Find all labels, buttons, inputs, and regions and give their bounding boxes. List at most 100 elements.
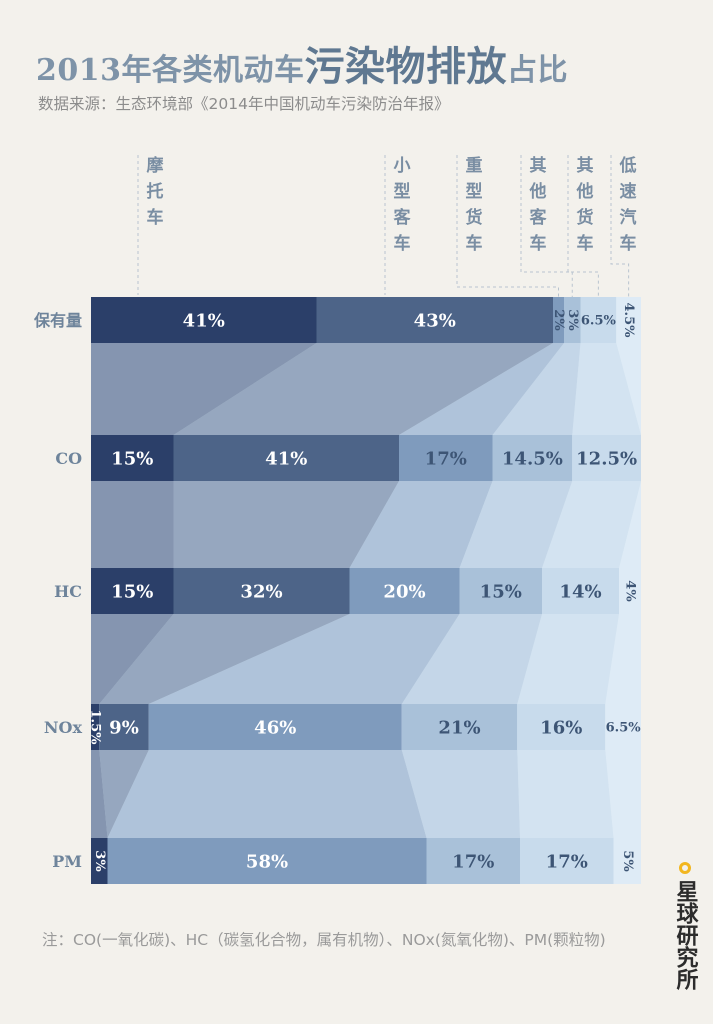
data-label: 4.5%	[621, 303, 636, 339]
bar-segment	[553, 297, 564, 343]
flow-band	[399, 343, 564, 435]
bar-segment	[401, 704, 518, 750]
category-label: 保有量	[33, 311, 82, 330]
leader-lines	[137, 155, 630, 297]
data-label: 58%	[246, 851, 288, 872]
flow-band	[492, 343, 581, 435]
leader-line	[456, 155, 559, 297]
bar-segment	[520, 838, 614, 884]
leader-line	[520, 155, 573, 297]
bar-segment	[173, 435, 399, 481]
brand-dot-icon	[679, 862, 691, 874]
bar-segment	[613, 838, 641, 884]
flow-band	[91, 750, 108, 838]
flow-band	[605, 750, 641, 838]
category-label: HC	[54, 582, 82, 601]
series-label: 小型客车	[393, 156, 412, 254]
data-label: 3%	[565, 309, 580, 331]
category-label: PM	[52, 852, 82, 871]
bar-segment	[426, 838, 520, 884]
category-label: NOx	[44, 718, 83, 737]
bar-segment	[91, 297, 317, 343]
bar-segment	[99, 704, 149, 750]
flow-band	[148, 614, 460, 704]
bar-segment	[316, 297, 553, 343]
bar-segment	[542, 568, 619, 614]
bar-segment	[572, 435, 641, 481]
series-label: 其他客车	[529, 155, 548, 254]
data-label: 41%	[183, 310, 225, 331]
flow-band	[91, 343, 317, 435]
flow-band	[616, 343, 641, 435]
leader-line	[610, 155, 630, 297]
flow-band	[459, 481, 573, 568]
data-label: 46%	[254, 717, 296, 738]
flow-band	[99, 750, 149, 838]
flow-band	[401, 614, 542, 704]
data-label: 9%	[109, 717, 139, 738]
data-label: 17%	[452, 851, 494, 872]
flow-band	[173, 481, 399, 568]
series-labels: 摩托车 小型客车 重型货车 其他客车 其他货车 低速汽车	[147, 155, 637, 254]
chart-title: 2013年各类机动车污染物排放占比	[36, 43, 568, 90]
bar-segment	[605, 704, 641, 750]
data-label: 2%	[551, 309, 566, 331]
bar-segment	[619, 568, 641, 614]
footnote: 注：CO(一氧化碳)、HC（碳氢化合物，属有机物）、NOx(氮氧化物)、PM(颗…	[42, 931, 606, 949]
flow-band	[349, 481, 493, 568]
flow-band	[91, 481, 174, 568]
data-label: 15%	[111, 581, 153, 602]
series-label: 低速汽车	[619, 155, 637, 254]
data-label: 41%	[265, 448, 307, 469]
series-label: 摩托车	[147, 155, 164, 228]
flow-band	[91, 614, 174, 704]
bar-segment	[107, 838, 427, 884]
data-label: 4%	[623, 580, 638, 602]
data-label: 6.5%	[606, 721, 642, 736]
data-label: 21%	[438, 717, 480, 738]
bar-segment	[459, 568, 542, 614]
series-label: 其他货车	[576, 155, 594, 254]
flow-band	[572, 343, 641, 435]
bar-segment	[616, 297, 641, 343]
data-label: 15%	[480, 581, 522, 602]
series-label: 重型货车	[466, 155, 483, 254]
bar-segment	[492, 435, 573, 481]
data-label: 32%	[240, 581, 282, 602]
bar-segment	[91, 704, 100, 750]
flow-band	[107, 750, 427, 838]
bars	[91, 297, 641, 884]
data-source: 数据来源：生态环境部《2014年中国机动车污染防治年报》	[38, 95, 450, 113]
bar-segment	[91, 435, 174, 481]
bar-segment	[91, 568, 174, 614]
data-label: 6.5%	[581, 314, 617, 329]
data-label: 3%	[92, 850, 107, 872]
category-label: CO	[55, 449, 82, 468]
bar-segment	[349, 568, 460, 614]
leader-line	[567, 155, 599, 297]
bar-segment	[91, 838, 108, 884]
category-labels: 保有量 CO HC NOx PM	[33, 311, 82, 871]
data-labels: 41% 43% 2%3% 6.5% 4.5%15% 41% 17% 14.5% 12.5%15%…	[88, 303, 642, 873]
data-label: 16%	[540, 717, 582, 738]
data-label: 15%	[111, 448, 153, 469]
flow-band	[605, 614, 641, 704]
flow-band	[99, 614, 350, 704]
data-label: 1.5%	[88, 710, 103, 746]
data-label: 17%	[425, 448, 467, 469]
bar-segment	[517, 704, 606, 750]
data-label: 20%	[383, 581, 425, 602]
data-label: 43%	[414, 310, 456, 331]
flow-band	[173, 343, 553, 435]
bar-segment	[148, 704, 402, 750]
flow-band	[401, 750, 520, 838]
data-label: 17%	[546, 851, 588, 872]
flow-band	[619, 481, 641, 568]
flow-band	[542, 481, 641, 568]
brand-mark: 星球研究所	[670, 862, 700, 990]
bar-segment	[580, 297, 617, 343]
flow-band	[517, 750, 614, 838]
flow-band	[517, 614, 619, 704]
data-label: 12.5%	[576, 448, 637, 469]
